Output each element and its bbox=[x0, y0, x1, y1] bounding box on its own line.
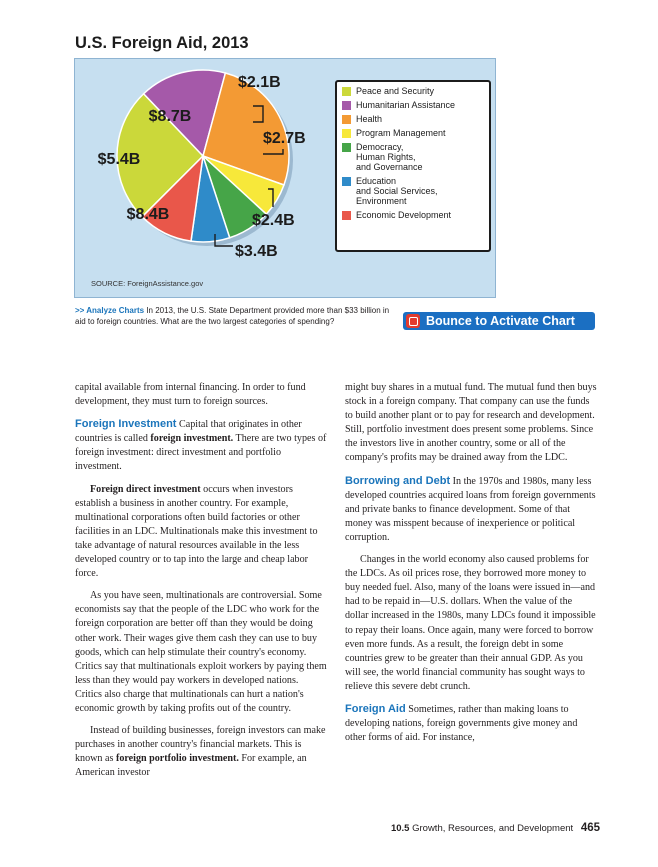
pie-slice bbox=[116, 92, 205, 218]
slice-value-label: $8.7B bbox=[149, 108, 192, 125]
legend-item: Program Management bbox=[342, 128, 486, 138]
leader-line bbox=[268, 188, 274, 207]
chart-source: SOURCE: ForeignAssistance.gov bbox=[91, 279, 204, 288]
text-run: Capital that originates in other countri… bbox=[75, 419, 302, 445]
text-run: occurs when investors establish a busine… bbox=[75, 483, 318, 580]
legend-item: Health bbox=[342, 114, 486, 124]
chart-panel: $8.4B $5.4B $8.7B $2.1B $2.7B $2.4B $3.4B Peac… bbox=[74, 58, 496, 298]
slice-value-label: $2.7B bbox=[263, 130, 306, 147]
legend-item: Economic Development bbox=[342, 210, 486, 220]
pie-slice bbox=[202, 72, 290, 186]
chart-legend: Peace and Security Humanitarian Assistan… bbox=[335, 80, 491, 252]
leader-line bbox=[214, 234, 233, 247]
section-number: 10.5 bbox=[390, 823, 410, 834]
legend-swatch bbox=[342, 143, 351, 152]
leader-line bbox=[263, 149, 284, 155]
legend-swatch bbox=[342, 129, 351, 138]
legend-label: Humanitarian Assistance bbox=[356, 100, 456, 110]
legend-label: Education and Social Services, Environme… bbox=[356, 176, 438, 206]
text-run: Instead of building businesses, foreign … bbox=[75, 725, 326, 765]
text-run: For example, an American investor bbox=[75, 753, 307, 779]
legend-label: Peace and Security bbox=[356, 86, 435, 96]
text-run: Sometimes, rather than making loans to d… bbox=[345, 703, 578, 744]
paragraph: Changes in the world economy also caused… bbox=[345, 554, 596, 692]
bounce-icon bbox=[406, 314, 420, 328]
right-column: might buy shares in a mutual fund. The m… bbox=[345, 381, 597, 745]
paragraph: Borrowing and Debt In the 1970s and 1980… bbox=[345, 474, 597, 545]
leader-line bbox=[253, 105, 264, 123]
pie-slice bbox=[142, 69, 227, 158]
key-term: Foreign direct investment bbox=[90, 483, 201, 495]
section-heading: Foreign Investment bbox=[75, 418, 177, 431]
legend-item: Democracy, Human Rights, and Governance bbox=[342, 142, 486, 172]
legend-swatch bbox=[342, 87, 351, 96]
section-heading: Borrowing and Debt bbox=[345, 474, 451, 487]
legend-label: Health bbox=[356, 114, 383, 124]
key-term: foreign investment. bbox=[150, 433, 234, 445]
slice-value-label: $8.4B bbox=[127, 206, 170, 223]
page-number: 465 bbox=[580, 822, 600, 834]
bounce-button-label: Bounce to Activate Chart bbox=[426, 314, 575, 328]
legend-label: Program Management bbox=[356, 128, 446, 138]
legend-label: Democracy, Human Rights, and Governance bbox=[356, 142, 423, 172]
text-run: In the 1970s and 1980s, many less develo… bbox=[345, 475, 596, 543]
paragraph: capital available from internal financin… bbox=[75, 382, 306, 408]
paragraph: might buy shares in a mutual fund. The m… bbox=[345, 382, 597, 464]
figure-title: U.S. Foreign Aid, 2013 bbox=[75, 34, 249, 52]
figure-caption: >> Analyze Charts In 2013, the U.S. Stat… bbox=[75, 305, 393, 327]
legend-label: Economic Development bbox=[356, 210, 452, 220]
slice-value-label: $2.1B bbox=[238, 74, 281, 91]
pie-slice bbox=[141, 153, 205, 243]
legend-item: Peace and Security bbox=[342, 86, 486, 96]
bounce-activate-button[interactable]: Bounce to Activate Chart bbox=[403, 312, 595, 330]
paragraph: Foreign Investment Capital that originat… bbox=[75, 417, 327, 474]
section-title: Growth, Resources, and Development bbox=[412, 823, 574, 834]
caption-text: In 2013, the U.S. State Department provi… bbox=[75, 306, 390, 326]
key-term: foreign portfolio investment. bbox=[115, 753, 239, 765]
legend-item: Humanitarian Assistance bbox=[342, 100, 486, 110]
left-column: capital available from internal financin… bbox=[75, 381, 327, 780]
section-heading: Foreign Aid bbox=[345, 702, 406, 715]
paragraph: As you have seen, multinationals are con… bbox=[75, 590, 327, 714]
text-run: There are two types of foreign investmen… bbox=[75, 433, 327, 473]
legend-swatch bbox=[342, 101, 351, 110]
legend-swatch bbox=[342, 177, 351, 186]
legend-item: Education and Social Services, Environme… bbox=[342, 176, 486, 206]
pie-chart: $8.4B $5.4B $8.7B $2.1B $2.7B $2.4B $3.4B bbox=[98, 69, 306, 260]
paragraph: Foreign Aid Sometimes, rather than makin… bbox=[345, 702, 597, 745]
paragraph: Instead of building businesses, foreign … bbox=[75, 724, 327, 780]
slice-value-label: $5.4B bbox=[98, 151, 141, 168]
legend-swatch bbox=[342, 211, 351, 220]
slice-value-label: $2.4B bbox=[252, 212, 295, 229]
legend-swatch bbox=[342, 115, 351, 124]
page-footer: 10.5 Growth, Resources, and Development … bbox=[370, 822, 600, 834]
caption-lead: >> Analyze Charts bbox=[75, 306, 145, 315]
paragraph: Foreign direct investment occurs when in… bbox=[75, 483, 327, 582]
slice-value-label: $3.4B bbox=[235, 243, 278, 260]
